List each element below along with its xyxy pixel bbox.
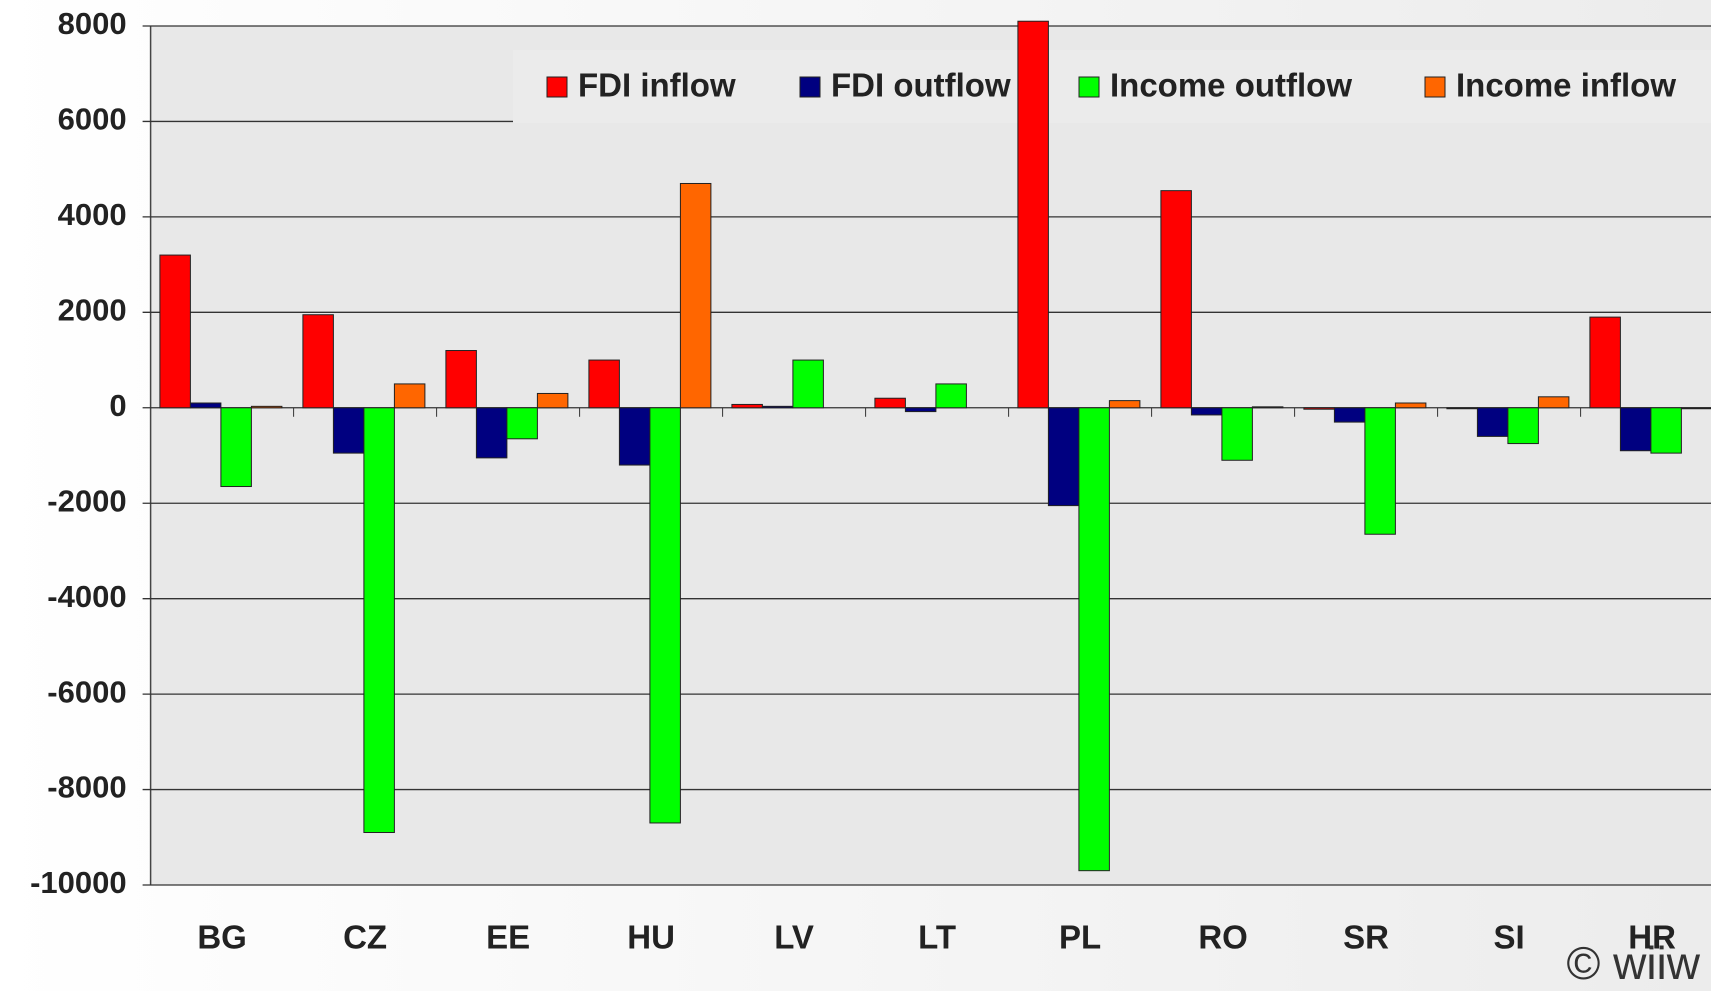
legend-swatch xyxy=(546,76,568,98)
bar xyxy=(363,407,395,834)
bar xyxy=(588,359,620,409)
bar xyxy=(536,392,569,409)
x-tick-label: HR xyxy=(1628,919,1676,956)
bar xyxy=(220,407,252,488)
bar xyxy=(1394,402,1427,409)
bar xyxy=(1251,406,1284,409)
bar xyxy=(393,383,426,409)
y-tick-label: -2000 xyxy=(47,483,126,518)
bar xyxy=(731,403,763,409)
bar xyxy=(1078,407,1110,872)
bar xyxy=(1650,407,1682,454)
y-tick-label: 8000 xyxy=(58,6,127,41)
bar xyxy=(159,254,191,409)
x-tick-label: BG xyxy=(197,919,247,956)
legend-label: Income inflow xyxy=(1456,67,1676,104)
bar xyxy=(445,350,477,409)
bar xyxy=(649,407,681,824)
bar xyxy=(1160,190,1192,409)
y-tick-label: 6000 xyxy=(58,102,127,137)
y-tick-label: 2000 xyxy=(58,293,127,328)
bar xyxy=(761,405,794,409)
bar xyxy=(1537,396,1570,409)
legend-label: Income outflow xyxy=(1110,67,1352,104)
bar xyxy=(1680,407,1711,410)
bar xyxy=(792,359,824,409)
legend-swatch xyxy=(1424,76,1446,98)
bar xyxy=(506,407,538,440)
x-tick-label: HU xyxy=(627,919,675,956)
bar xyxy=(679,182,712,409)
bar xyxy=(1364,407,1396,535)
bar xyxy=(1047,407,1080,507)
bar xyxy=(1303,407,1335,410)
bar xyxy=(332,407,365,454)
bar xyxy=(1221,407,1253,461)
y-tick-label: -6000 xyxy=(47,674,126,709)
bar xyxy=(250,405,283,409)
y-tick-label: -4000 xyxy=(47,579,126,614)
legend-swatch xyxy=(799,76,821,98)
bar xyxy=(1446,407,1478,410)
y-tick-label: -8000 xyxy=(47,770,126,805)
bar xyxy=(1589,316,1621,409)
x-tick-label: RO xyxy=(1198,919,1248,956)
bar xyxy=(935,383,967,409)
y-tick-label: -10000 xyxy=(30,865,127,900)
bar xyxy=(475,407,508,459)
bar xyxy=(874,397,906,409)
x-tick-label: LV xyxy=(774,919,814,956)
bar xyxy=(1333,407,1366,423)
bar xyxy=(1017,20,1049,409)
x-tick-label: PL xyxy=(1059,919,1101,956)
legend-label: FDI outflow xyxy=(831,67,1011,104)
plot-area xyxy=(150,26,1711,885)
bar xyxy=(189,402,222,409)
bar xyxy=(1190,407,1223,416)
copyright: © wiiw xyxy=(1566,937,1700,989)
bar xyxy=(1476,407,1509,437)
x-tick-label: SI xyxy=(1494,919,1525,956)
x-tick-label: LT xyxy=(918,919,956,956)
bar xyxy=(1619,407,1652,452)
x-tick-label: EE xyxy=(486,919,530,956)
legend-box xyxy=(513,50,1711,123)
bar xyxy=(1108,400,1141,409)
bar xyxy=(904,407,937,413)
bar xyxy=(302,314,334,409)
bar xyxy=(618,407,651,466)
x-tick-label: SR xyxy=(1343,919,1389,956)
bar xyxy=(1507,407,1539,445)
y-tick-label: 0 xyxy=(109,388,126,423)
x-tick-label: CZ xyxy=(343,919,387,956)
y-tick-label: 4000 xyxy=(58,197,127,232)
legend-label: FDI inflow xyxy=(578,67,736,104)
legend-swatch xyxy=(1078,76,1100,98)
